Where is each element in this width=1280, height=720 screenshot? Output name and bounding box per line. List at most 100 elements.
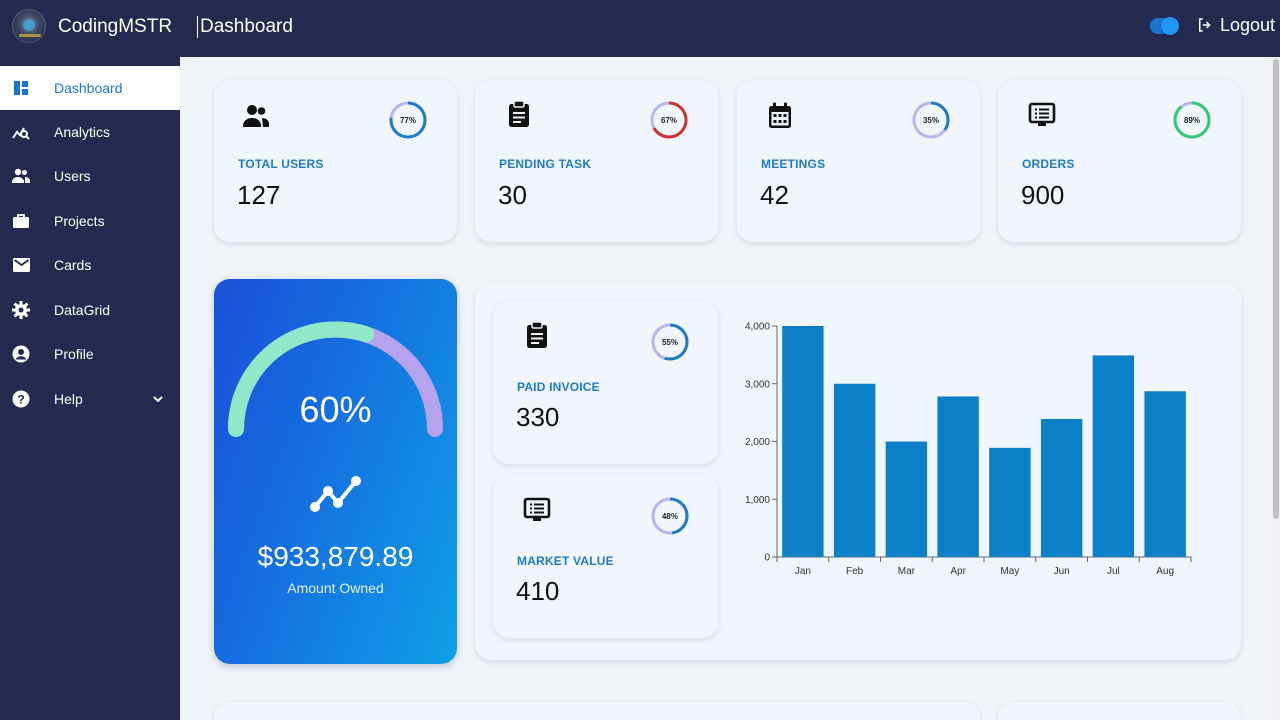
stat-label: PENDING TASK — [499, 157, 592, 171]
sidebar-item-label: DataGrid — [54, 302, 111, 318]
brand-name: CodingMSTR — [58, 16, 173, 37]
sidebar-item-users[interactable]: Users — [0, 154, 180, 198]
stat-value: 900 — [1021, 180, 1065, 210]
bar — [1092, 355, 1135, 557]
logout-label: Logout — [1220, 14, 1276, 35]
profile-icon — [12, 345, 30, 363]
stat-value: 330 — [516, 402, 560, 432]
bar — [1040, 418, 1083, 557]
bar — [1144, 391, 1186, 557]
stat-card-orders[interactable]: 89% ORDERS 900 — [998, 80, 1241, 242]
amount-gauge-card[interactable]: 60% $933,879.89 Amount Owned — [214, 279, 457, 664]
stat-card-paid-invoice[interactable]: 55% PAID INVOICE 330 — [493, 301, 718, 464]
stat-card-market-value[interactable]: 48% MARKET VALUE 410 — [493, 475, 718, 638]
scrollbar[interactable] — [1272, 57, 1280, 720]
calendar-icon — [769, 102, 791, 128]
progress-ring: 55% — [651, 323, 689, 361]
users-icon — [243, 105, 269, 127]
stat-label: ORDERS — [1022, 157, 1075, 171]
ring-percent: 35% — [923, 116, 939, 125]
stat-card-meetings[interactable]: 35% MEETINGS 42 — [737, 80, 980, 242]
semi-gauge — [228, 321, 443, 437]
scrollbar-thumb[interactable] — [1273, 59, 1279, 519]
sidebar-item-label: Help — [54, 391, 83, 407]
stat-label: MEETINGS — [761, 157, 826, 171]
x-tick-label: Feb — [846, 566, 864, 577]
chevron-down-icon[interactable] — [150, 391, 166, 407]
stat-label: PAID INVOICE — [517, 380, 600, 394]
mail-icon — [12, 256, 30, 274]
briefcase-icon — [12, 212, 30, 230]
sidebar-item-label: Profile — [54, 346, 94, 362]
x-tick-label: Aug — [1156, 566, 1174, 577]
theme-toggle[interactable] — [1150, 17, 1179, 35]
gauge-percent: 60% — [299, 389, 372, 430]
stat-label: MARKET VALUE — [517, 554, 614, 568]
top-bar: CodingMSTR Dashboard Logout — [0, 0, 1280, 57]
stat-value: 42 — [760, 180, 789, 210]
x-tick-label: May — [1000, 566, 1019, 577]
list-alt-icon — [523, 497, 551, 521]
x-tick-label: Mar — [898, 566, 916, 577]
progress-ring: 89% — [1173, 101, 1211, 139]
bottom-panel-right — [998, 702, 1241, 720]
bar — [782, 326, 824, 557]
sidebar-item-dashboard[interactable]: Dashboard — [0, 66, 180, 110]
sidebar: Dashboard Analytics Users Projects Cards… — [0, 57, 180, 720]
bar — [989, 447, 1031, 557]
stat-card-total-users[interactable]: 77% TOTAL USERS 127 — [214, 80, 457, 242]
progress-ring: 48% — [651, 497, 689, 535]
progress-ring: 67% — [650, 101, 688, 139]
bar — [937, 396, 979, 557]
clipboard-icon — [527, 321, 547, 348]
dashboard-icon — [12, 79, 30, 97]
bar — [885, 441, 928, 557]
svg-text:?: ? — [17, 393, 24, 407]
gear-icon — [12, 301, 30, 319]
y-tick-label: 0 — [764, 553, 770, 564]
analytics-icon — [12, 123, 30, 141]
ring-percent: 55% — [662, 338, 678, 347]
sidebar-item-help[interactable]: ? Help — [0, 377, 180, 421]
help-icon: ? — [12, 390, 30, 408]
stat-value: 410 — [516, 576, 560, 606]
ring-percent: 89% — [1184, 116, 1200, 125]
bar-chart: 0 1,000 2,000 3,000 4,000 Jan Feb Mar Apr May Jun J… — [745, 322, 1192, 577]
logo[interactable] — [12, 9, 46, 43]
logout-button[interactable]: Logout — [1196, 14, 1275, 36]
sidebar-item-datagrid[interactable]: DataGrid — [0, 288, 180, 332]
ring-percent: 77% — [400, 116, 416, 125]
trending-up-icon — [310, 476, 361, 512]
page-title: Dashboard — [197, 16, 293, 38]
sidebar-item-analytics[interactable]: Analytics — [0, 110, 180, 154]
amount-label: Amount Owned — [287, 580, 384, 596]
stat-label: TOTAL USERS — [238, 157, 324, 171]
progress-ring: 35% — [912, 101, 950, 139]
y-tick-label: 4,000 — [745, 322, 770, 333]
sidebar-item-label: Cards — [54, 257, 92, 273]
stat-card-pending-task[interactable]: 67% PENDING TASK 30 — [475, 80, 718, 242]
x-tick-label: Jul — [1107, 566, 1120, 577]
amount-value: $933,879.89 — [257, 541, 414, 572]
x-tick-label: Jun — [1054, 566, 1070, 577]
sidebar-item-profile[interactable]: Profile — [0, 332, 180, 376]
stat-value: 127 — [237, 180, 281, 210]
list-alt-icon — [1028, 102, 1056, 126]
y-tick-label: 1,000 — [745, 495, 770, 506]
sidebar-item-label: Dashboard — [54, 80, 123, 96]
progress-ring: 77% — [389, 101, 427, 139]
users-icon — [12, 167, 30, 185]
y-tick-label: 3,000 — [745, 379, 770, 390]
stat-value: 30 — [498, 180, 527, 210]
sidebar-item-cards[interactable]: Cards — [0, 243, 180, 287]
x-tick-label: Jan — [795, 566, 811, 577]
sidebar-item-label: Projects — [54, 213, 105, 229]
bar — [833, 383, 876, 557]
ring-percent: 48% — [662, 512, 678, 521]
ring-percent: 67% — [661, 116, 677, 125]
logout-icon — [1199, 18, 1211, 32]
clipboard-icon — [509, 100, 529, 127]
sidebar-item-projects[interactable]: Projects — [0, 199, 180, 243]
sidebar-item-label: Users — [54, 168, 91, 184]
y-tick-label: 2,000 — [745, 437, 770, 448]
